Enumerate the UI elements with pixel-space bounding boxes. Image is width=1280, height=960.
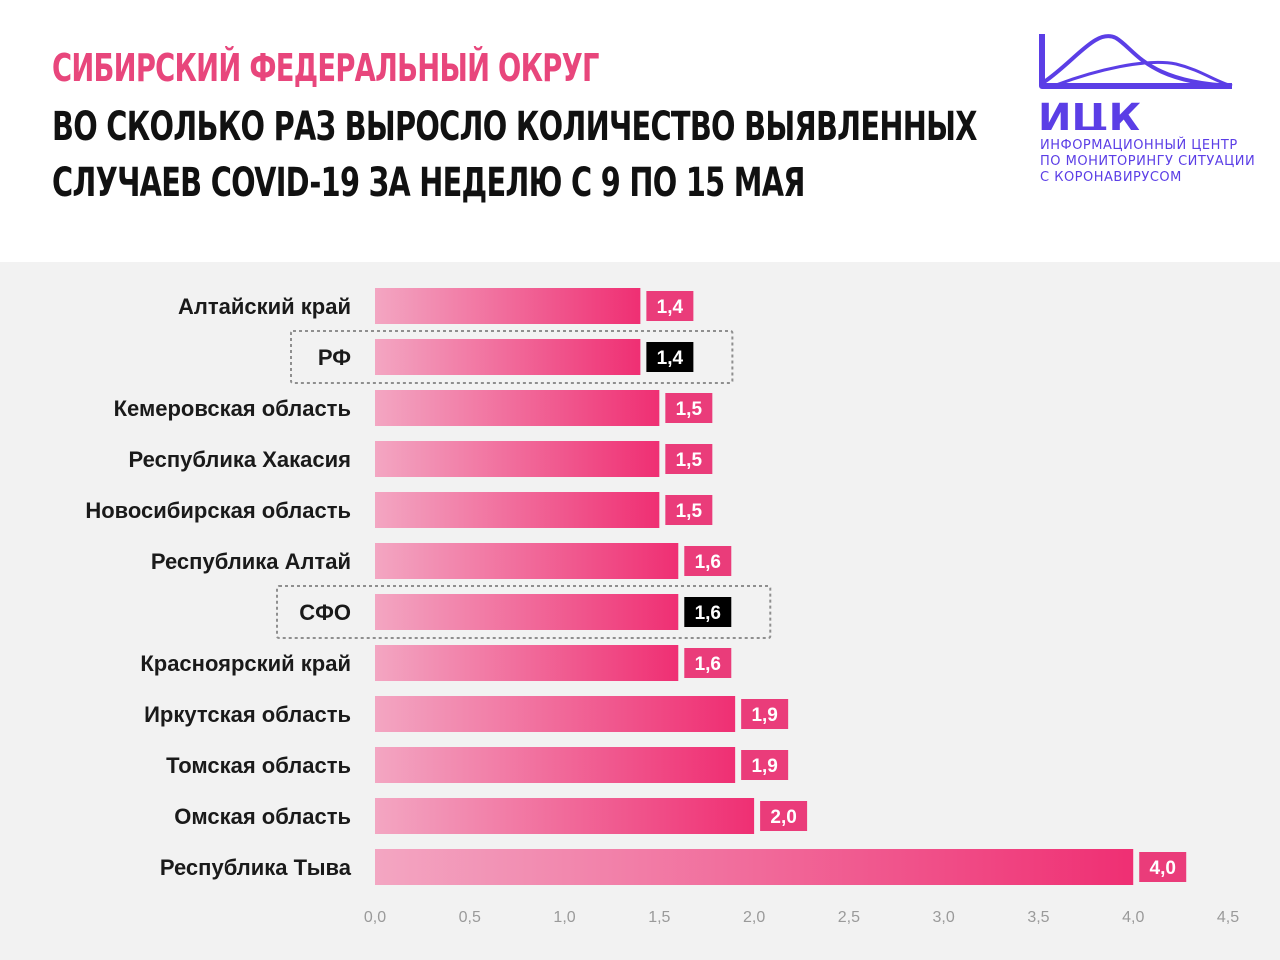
x-tick-label: 4,5: [1217, 909, 1239, 926]
value-label: 1,9: [751, 756, 777, 777]
bar: [375, 594, 679, 630]
curve-logo-icon: ИЦК: [1038, 34, 1233, 142]
category-label: РФ: [318, 345, 351, 370]
bar: [375, 798, 755, 834]
value-label-bg: [646, 342, 694, 372]
highlight-frame: [276, 585, 772, 639]
category-label: Новосибирская область: [85, 498, 351, 523]
x-tick-label: 4,0: [1122, 909, 1144, 926]
category-label: Республика Алтай: [151, 549, 351, 574]
bar: [375, 441, 660, 477]
category-label: Алтайский край: [178, 294, 351, 319]
value-label: 1,5: [676, 450, 703, 471]
chart-subtitle-line-2: СЛУЧАЕВ COVID-19 ЗА НЕДЕЛЮ С 9 ПО 15 МАЯ: [52, 160, 805, 206]
value-label-bg: [1139, 852, 1187, 882]
category-label: Красноярский край: [140, 651, 351, 676]
chart-subtitle-line-1: ВО СКОЛЬКО РАЗ ВЫРОСЛО КОЛИЧЕСТВО ВЫЯВЛЕ…: [52, 104, 977, 150]
value-label-bg: [684, 648, 732, 678]
bar: [375, 492, 660, 528]
value-label-bg: [684, 546, 732, 576]
bar: [375, 339, 641, 375]
bar: [375, 288, 641, 324]
logo-text-line-3: С КОРОНАВИРУСОМ: [1040, 170, 1182, 185]
bar: [375, 696, 736, 732]
category-label: Кемеровская область: [114, 396, 351, 421]
x-tick-label: 2,0: [743, 909, 765, 926]
value-label: 4,0: [1150, 858, 1176, 879]
value-label: 1,6: [695, 603, 721, 624]
category-label: СФО: [299, 600, 351, 625]
x-tick-label: 3,0: [933, 909, 955, 926]
x-tick-label: 1,0: [553, 909, 575, 926]
header: СИБИРСКИЙ ФЕДЕРАЛЬНЫЙ ОКРУГ ВО СКОЛЬКО Р…: [0, 0, 1280, 262]
value-label-bg: [665, 444, 713, 474]
value-label: 1,4: [657, 348, 684, 369]
value-label: 1,5: [676, 501, 703, 522]
bar: [375, 849, 1134, 885]
highlight-frame: [290, 330, 734, 384]
value-label-bg: [741, 750, 789, 780]
value-label-bg: [741, 699, 789, 729]
value-label: 1,6: [695, 552, 721, 573]
bar: [375, 543, 679, 579]
x-tick-label: 1,5: [648, 909, 670, 926]
x-tick-label: 0,5: [459, 909, 481, 926]
logo-text-line-2: ПО МОНИТОРИНГУ СИТУАЦИИ: [1040, 154, 1256, 169]
value-label: 1,4: [657, 297, 684, 318]
value-label-bg: [665, 393, 713, 423]
value-label: 2,0: [770, 807, 796, 828]
value-label-bg: [684, 597, 732, 627]
value-label-bg: [760, 801, 808, 831]
category-label: Республика Хакасия: [129, 447, 351, 472]
logo-abbr: ИЦК: [1038, 96, 1142, 130]
value-label-bg: [665, 495, 713, 525]
category-label: Омская область: [174, 804, 351, 829]
x-tick-label: 0,0: [364, 909, 386, 926]
bar: [375, 390, 660, 426]
value-label-bg: [646, 291, 694, 321]
chart-title: СИБИРСКИЙ ФЕДЕРАЛЬНЫЙ ОКРУГ: [52, 46, 599, 90]
value-label: 1,6: [695, 654, 721, 675]
category-label: Иркутская область: [144, 702, 351, 727]
value-label: 1,9: [751, 705, 777, 726]
bar-chart: 1,4 Алтайский край 1,4 РФ 1,5 Кемеровская обл…: [85, 288, 1239, 926]
x-tick-label: 2,5: [838, 909, 860, 926]
bar: [375, 645, 679, 681]
bar: [375, 747, 736, 783]
x-tick-label: 3,5: [1027, 909, 1049, 926]
logo-text-line-1: ИНФОРМАЦИОННЫЙ ЦЕНТР: [1040, 138, 1238, 153]
chart-area: 1,4 Алтайский край 1,4 РФ 1,5 Кемеровская обл…: [0, 262, 1280, 960]
logo: ИЦК ИНФОРМАЦИОННЫЙ ЦЕНТР ПО МОНИТОРИНГУ …: [1036, 30, 1255, 200]
category-label: Томская область: [166, 753, 351, 778]
category-label: Республика Тыва: [160, 855, 352, 880]
value-label: 1,5: [676, 399, 703, 420]
